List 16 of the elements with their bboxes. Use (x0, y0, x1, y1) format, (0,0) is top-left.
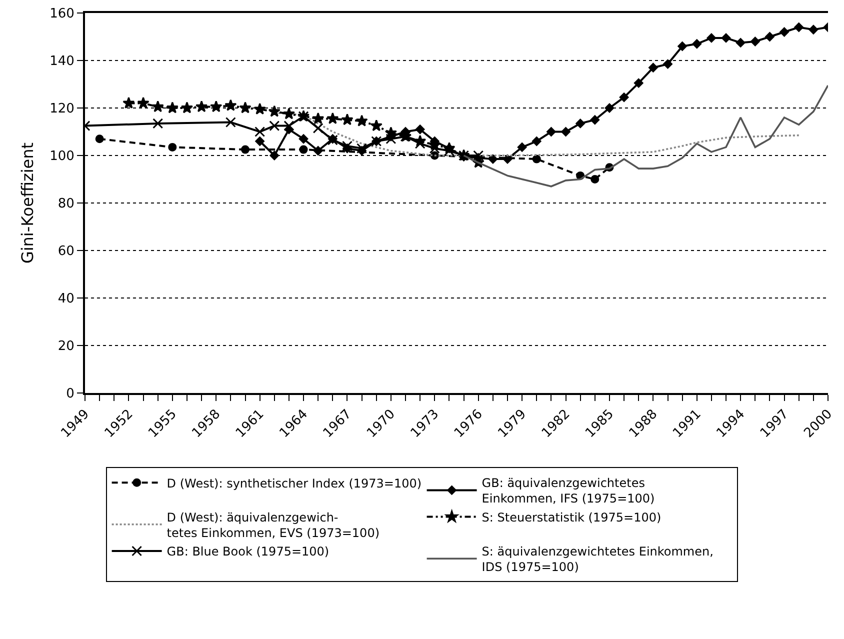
y-tick-label: 0 (66, 386, 74, 402)
y-tick-label: 120 (50, 102, 74, 117)
legend-label: GB: Blue Book (1975=100) (166, 544, 330, 559)
y-tick-label: 160 (50, 6, 74, 22)
y-tick-label: 20 (58, 339, 74, 354)
y-axis-title: Gini-Koeffizient (18, 142, 37, 264)
legend-label: S: äquivalenzgewichtetes Einkommen, IDS (1975=100) (482, 544, 714, 574)
legend-label: D (West): synthetischer Index (1973=100) (166, 476, 422, 490)
y-tick-label: 80 (58, 196, 74, 212)
legend-label: D (West): äquivalenzgewich- tetes Einkommen, EVS (1973=100) (166, 510, 380, 540)
y-tick-label: 140 (50, 54, 74, 70)
y-tick-label: 60 (58, 244, 74, 260)
y-tick-label: 100 (50, 149, 74, 164)
y-tick-label: 40 (58, 292, 74, 307)
legend-label: S: Steuerstatistik (1975=100) (482, 510, 662, 524)
legend-label: GB: äquivalenzgewichtetes Einkommen, IFS (1975=100) (482, 476, 655, 506)
